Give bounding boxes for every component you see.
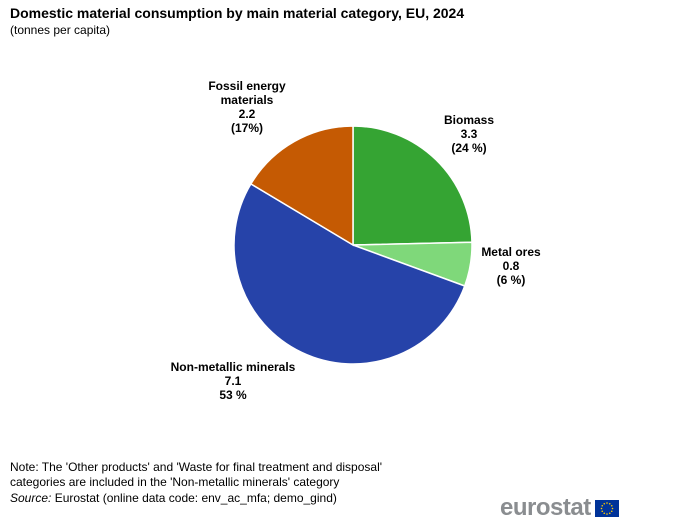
- chart-subtitle: (tonnes per capita): [10, 23, 111, 37]
- slice-label-fossil-energy-materials: Fossil energy materials 2.2 (17%): [208, 79, 286, 135]
- source-line: Source: Eurostat (online data code: env_…: [10, 491, 337, 505]
- eu-flag-icon: [594, 499, 619, 517]
- source-label: Source:: [10, 491, 52, 505]
- note-line-1: Note: The 'Other products' and 'Waste fo…: [10, 460, 383, 474]
- eurostat-logo: eurostat: [500, 494, 619, 522]
- slice-label-biomass: Biomass 3.3 (24 %): [444, 113, 494, 155]
- pie-slices: [233, 125, 473, 365]
- source-text: Eurostat (online data code: env_ac_mfa; …: [51, 491, 337, 505]
- chart-note: Note: The 'Other products' and 'Waste fo…: [10, 460, 430, 490]
- pie-slice-biomass: [352, 125, 473, 246]
- pie-slice-non-metallic-minerals: [233, 182, 466, 365]
- pie-slice-fossil-energy-materials: [249, 125, 354, 247]
- pie-chart: Biomass 3.3 (24 %) Metal ores 0.8 (6 %) Non-me…: [171, 79, 541, 402]
- slice-label-non-metallic-minerals: Non-metallic minerals 7.1 53 %: [171, 360, 296, 402]
- pie-labels: Biomass 3.3 (24 %) Metal ores 0.8 (6 %) Non-me…: [171, 79, 541, 402]
- note-line-2: categories are included in the 'Non-meta…: [10, 475, 340, 489]
- slice-label-metal-ores: Metal ores 0.8 (6 %): [481, 245, 541, 287]
- chart-title: Domestic material consumption by main ma…: [10, 5, 465, 21]
- eurostat-logo-text: eurostat: [500, 494, 591, 521]
